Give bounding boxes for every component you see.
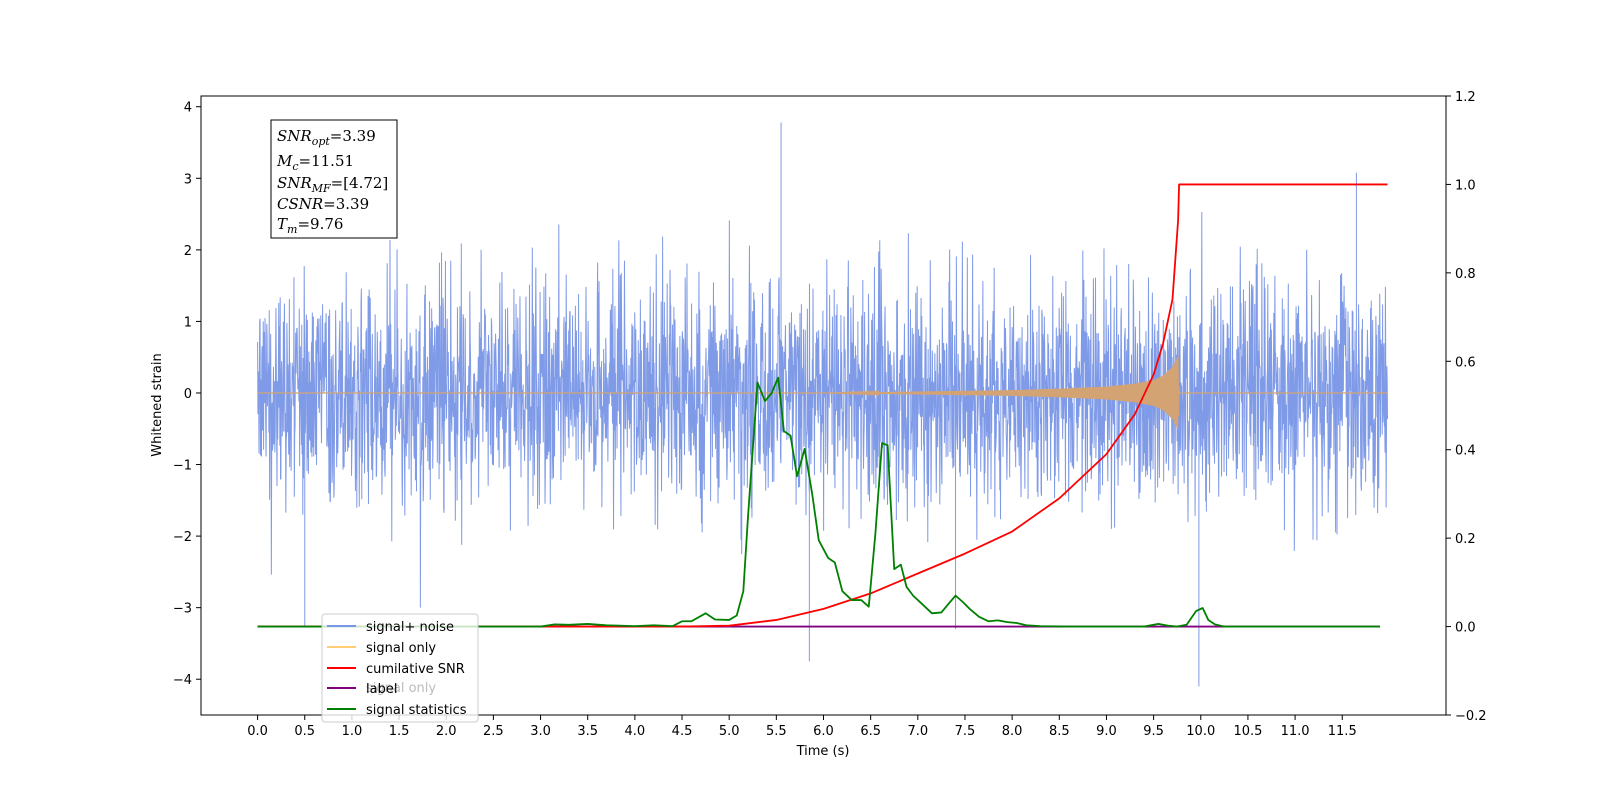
- signal-only-line: [257, 355, 1388, 430]
- x-tick-label: 2.0: [436, 724, 457, 739]
- right-y-tick-label: 0.0: [1455, 621, 1476, 636]
- x-tick-label: 7.5: [955, 724, 976, 739]
- x-tick-label: 3.0: [530, 724, 551, 739]
- left-y-tick-label: 2: [184, 244, 192, 259]
- left-y-tick-label: −2: [173, 530, 192, 545]
- signal-noise-series: [257, 122, 1389, 687]
- x-tick-label: 8.5: [1049, 724, 1070, 739]
- right-y-tick-label: 0.6: [1455, 355, 1476, 370]
- left-y-tick-label: 0: [184, 387, 192, 402]
- x-tick-label: 1.5: [389, 724, 410, 739]
- x-tick-label: 5.5: [766, 724, 787, 739]
- x-tick-label: 2.5: [483, 724, 504, 739]
- right-y-tick-label: 1.2: [1455, 90, 1476, 105]
- legend-label-signal-only: signal only: [366, 641, 436, 656]
- x-tick-label: 9.0: [1096, 724, 1117, 739]
- x-tick-label: 6.0: [813, 724, 834, 739]
- cumulative-snr-series: [257, 183, 1388, 628]
- stat-snr-opt: SNRopt=3.39: [277, 127, 376, 148]
- legend-label-label: label: [366, 682, 397, 697]
- right-y-tick-label: 0.8: [1455, 267, 1476, 282]
- x-tick-label: 7.0: [907, 724, 928, 739]
- x-tick-label: 9.5: [1143, 724, 1164, 739]
- left-y-tick-label: −4: [173, 673, 192, 688]
- right-y-tick-label: 0.4: [1455, 444, 1476, 459]
- left-y-tick-label: 1: [184, 315, 192, 330]
- x-tick-label: 6.5: [860, 724, 881, 739]
- signal-statistics-series: [257, 376, 1380, 628]
- left-y-tick-label: 3: [184, 172, 192, 187]
- left-y-tick-label: −3: [173, 602, 192, 617]
- x-tick-label: 4.0: [625, 724, 646, 739]
- left-y-axis-label: Whitened strain: [150, 353, 165, 456]
- legend: signal only signal+ noise signal only cu…: [321, 613, 479, 723]
- x-tick-label: 1.0: [342, 724, 363, 739]
- stat-snr-mf: SNRMF=[4.72]: [277, 174, 388, 195]
- x-tick-label: 0.0: [247, 724, 268, 739]
- x-axis-label: Time (s): [796, 744, 850, 759]
- x-tick-label: 11.0: [1281, 724, 1310, 739]
- x-tick-label: 0.5: [294, 724, 315, 739]
- signal-statistics-line: [257, 376, 1380, 628]
- legend-ghost-text: signal only: [366, 681, 436, 696]
- right-y-tick-label: 1.0: [1455, 178, 1476, 193]
- x-tick-label: 3.5: [577, 724, 598, 739]
- left-y-axis: 4 3 2 1 0 −1 −2 −3 −4: [173, 101, 201, 688]
- legend-label-signal-noise: signal+ noise: [366, 620, 454, 635]
- x-tick-label: 10.5: [1233, 724, 1262, 739]
- legend-frame: [321, 613, 479, 723]
- x-tick-label: 8.0: [1002, 724, 1023, 739]
- right-y-tick-label: −0.2: [1455, 709, 1487, 724]
- x-axis: 0.0 0.5 1.0 1.5 2.0 2.5 3.0 3.5 4.0 4.5 5.0 5.5 6.0 6…: [247, 715, 1357, 739]
- x-tick-label: 5.0: [719, 724, 740, 739]
- right-y-axis: 1.2 1.0 0.8 0.6 0.4 0.2 0.0 −0.2: [1446, 90, 1487, 724]
- signal-only-series: [257, 355, 1388, 430]
- stats-box: SNRopt=3.39 Mc=11.51 SNRMF=[4.72] CSNR=3…: [270, 119, 398, 239]
- left-y-tick-label: 4: [184, 101, 192, 116]
- right-y-tick-label: 0.2: [1455, 532, 1476, 547]
- legend-label-signal-statistics: signal statistics: [366, 703, 467, 718]
- cumulative-snr-line: [257, 183, 1388, 628]
- x-tick-label: 4.5: [672, 724, 693, 739]
- stat-csnr: CSNR=3.39: [277, 195, 369, 213]
- stat-tm: Tm=9.76: [277, 215, 343, 236]
- x-tick-label: 10.0: [1186, 724, 1215, 739]
- signal-noise-line: [257, 122, 1389, 687]
- stat-mc: Mc=11.51: [276, 152, 354, 173]
- left-y-tick-label: −1: [173, 459, 192, 474]
- stats-box-frame: [270, 119, 398, 239]
- legend-label-cumulative-snr: cumilative SNR: [366, 662, 465, 677]
- x-tick-label: 11.5: [1328, 724, 1357, 739]
